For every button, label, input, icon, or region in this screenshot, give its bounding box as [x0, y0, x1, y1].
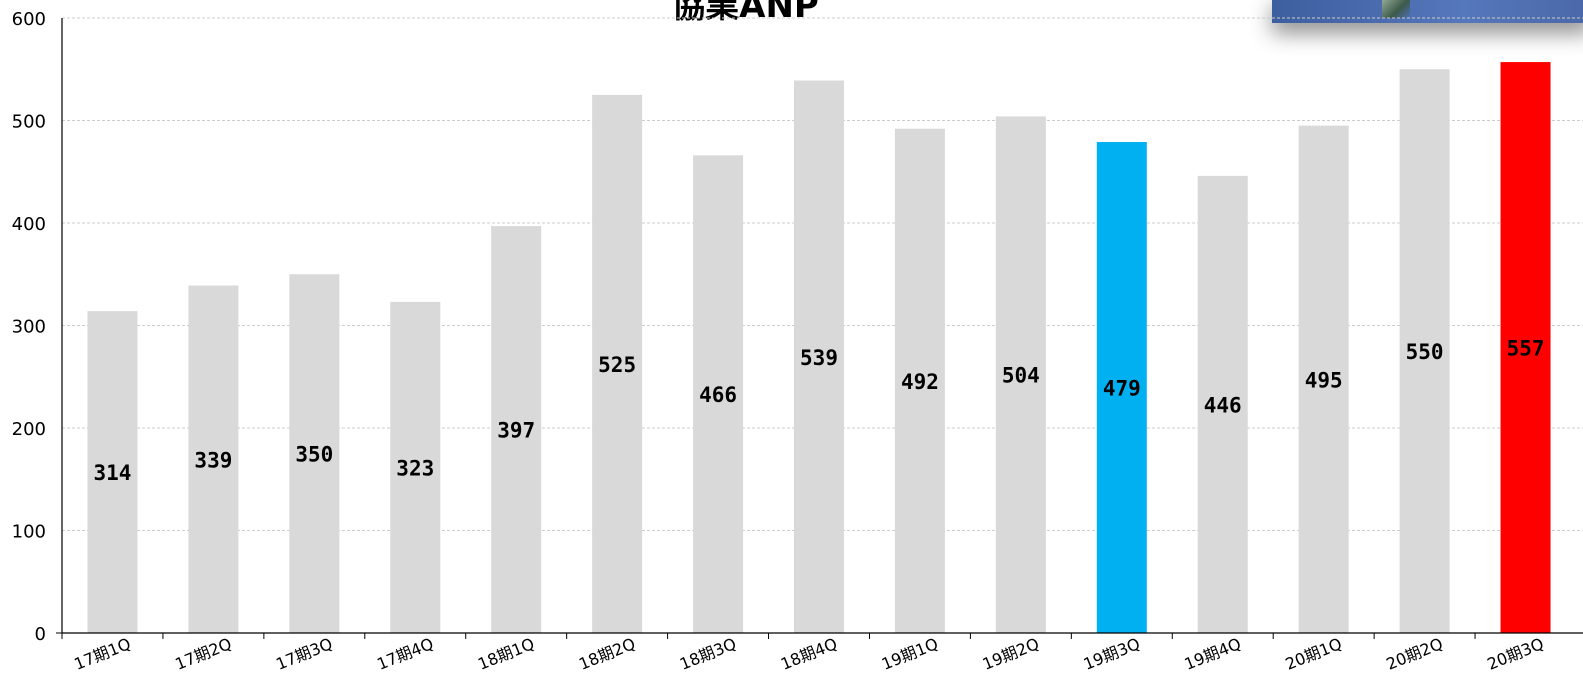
x-tick-label: 18期4Q — [778, 634, 840, 674]
bar — [1500, 62, 1551, 633]
photo-thumbnail — [1272, 0, 1583, 23]
x-tick-label: 17期2Q — [172, 634, 234, 674]
bar — [390, 301, 441, 633]
y-tick-label: 200 — [12, 419, 46, 440]
y-tick-label: 300 — [12, 317, 46, 338]
y-tick-label: 400 — [12, 214, 46, 235]
chart-title: 協業ANP — [671, 0, 819, 26]
bar — [894, 128, 945, 633]
x-tick-label: 17期1Q — [71, 634, 133, 674]
photo-detail — [1382, 0, 1410, 18]
data-label: 323 — [396, 456, 434, 480]
bar — [1197, 175, 1248, 633]
x-tick-label: 17期3Q — [273, 634, 335, 674]
data-label: 466 — [699, 383, 737, 407]
data-label: 492 — [901, 370, 939, 394]
x-tick-label: 18期1Q — [475, 634, 537, 674]
bar — [289, 274, 340, 633]
data-label: 539 — [800, 346, 838, 370]
bar — [188, 285, 239, 633]
y-tick-label: 0 — [35, 624, 46, 645]
x-tick-label: 19期3Q — [1081, 634, 1143, 674]
data-label: 350 — [295, 443, 333, 467]
bar — [693, 155, 744, 633]
data-label: 525 — [598, 353, 636, 377]
x-tick-label: 19期2Q — [980, 634, 1042, 674]
y-tick-label: 600 — [12, 9, 46, 30]
bar — [87, 311, 138, 633]
x-tick-label: 17期4Q — [374, 634, 436, 674]
x-tick-label: 20期2Q — [1384, 634, 1446, 674]
bar — [592, 94, 643, 633]
y-tick-label: 500 — [12, 112, 46, 133]
x-tick-label: 19期1Q — [879, 634, 941, 674]
data-label: 550 — [1406, 340, 1444, 364]
x-tick-label: 18期3Q — [677, 634, 739, 674]
x-tick-label: 20期3Q — [1484, 634, 1546, 674]
data-label: 504 — [1002, 364, 1040, 388]
y-tick-label: 100 — [12, 522, 46, 543]
bar — [1096, 142, 1147, 633]
data-label: 397 — [497, 419, 535, 443]
bar — [995, 116, 1046, 633]
bar — [794, 80, 844, 633]
data-label: 446 — [1204, 393, 1242, 417]
bar — [1298, 125, 1349, 633]
data-label: 339 — [194, 448, 232, 472]
data-label: 557 — [1507, 337, 1545, 361]
x-tick-label: 19期4Q — [1182, 634, 1244, 674]
bar — [1399, 69, 1450, 633]
x-tick-label: 20期1Q — [1283, 634, 1345, 674]
data-label: 479 — [1103, 377, 1141, 401]
x-tick-label: 18期2Q — [576, 634, 638, 674]
bar — [491, 226, 542, 633]
data-label: 495 — [1305, 368, 1343, 392]
data-label: 314 — [93, 461, 131, 485]
